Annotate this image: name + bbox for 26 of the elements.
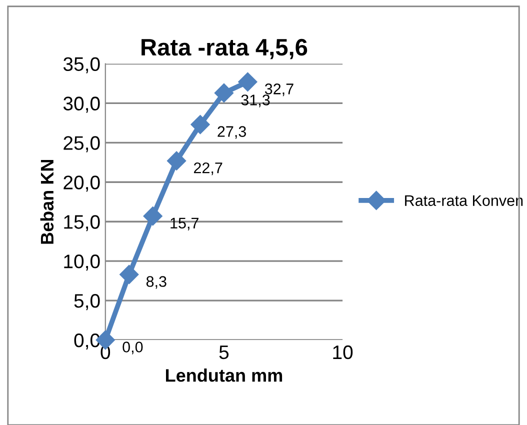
point: [143, 206, 162, 226]
y-axis-title: Beban KN: [40, 160, 54, 244]
y-tick-label: 5,0: [74, 294, 100, 310]
legend-label: Rata-rata Konven: [405, 195, 523, 206]
x-axis-title: Lendutan mm: [166, 368, 282, 382]
point: [120, 264, 139, 284]
point: [190, 114, 210, 134]
point: [214, 83, 234, 102]
data-label: 15,7: [170, 218, 198, 230]
y-tick-label: 10,0: [64, 254, 100, 271]
x-tick-label: 5: [219, 346, 229, 360]
y-tick-label: 20,0: [64, 176, 100, 192]
y-tick-label: 15,0: [64, 215, 100, 232]
y-tick-label: 25,0: [64, 136, 100, 152]
data-label: 22,7: [194, 162, 222, 176]
x-tick-label: 10: [333, 345, 353, 360]
data-label: 0,0: [122, 342, 143, 354]
data-label: 27,3: [218, 126, 246, 139]
point: [167, 151, 186, 170]
point: [238, 72, 258, 92]
data-label: 32,7: [264, 84, 294, 96]
data-label: 8,3: [146, 276, 166, 289]
y-tick-label: 35,0: [63, 57, 100, 74]
data-label: 31,3: [241, 94, 270, 108]
chart-title: Rata -rata 4,5,6: [142, 38, 308, 60]
y-tick-label: 30,0: [63, 96, 100, 113]
